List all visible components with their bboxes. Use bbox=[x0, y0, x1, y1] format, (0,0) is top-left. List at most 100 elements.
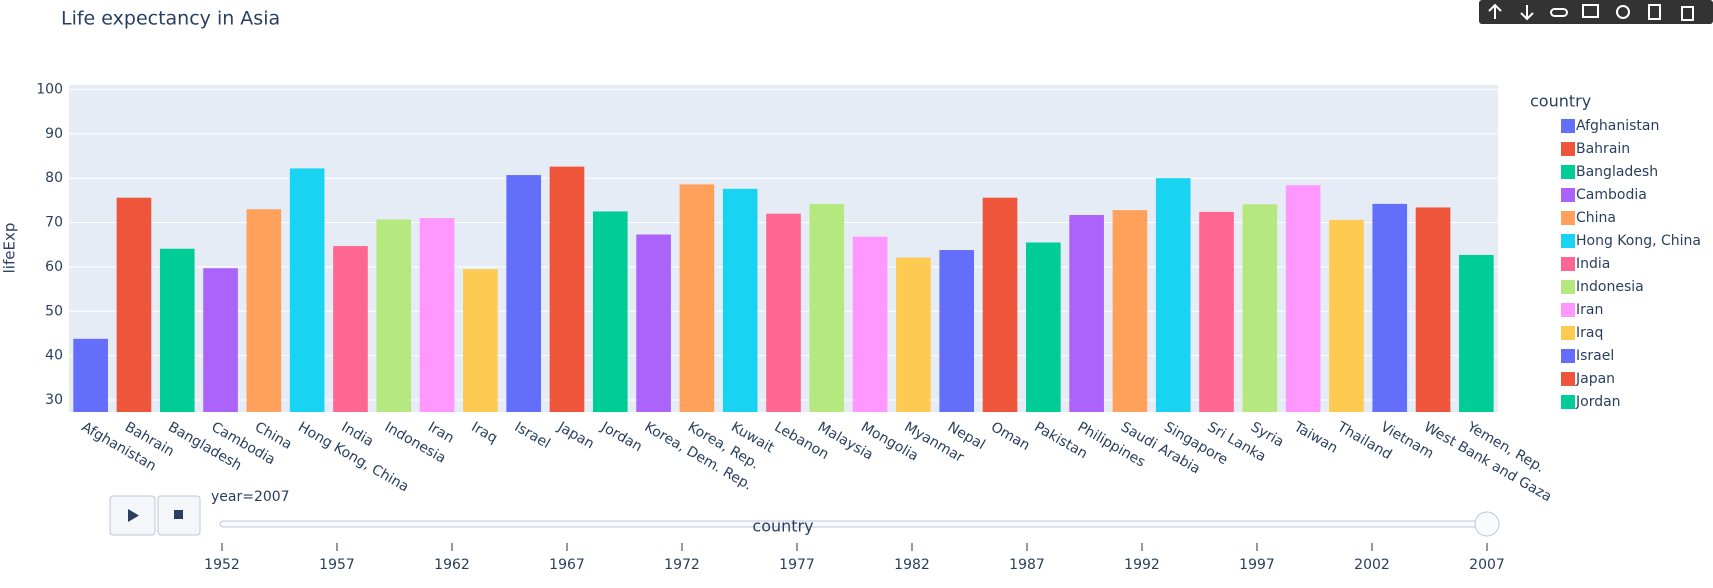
y-axis-title: lifeExp bbox=[1, 223, 19, 274]
bar[interactable] bbox=[1285, 185, 1321, 412]
bar[interactable] bbox=[592, 211, 628, 412]
legend-swatch[interactable] bbox=[1561, 303, 1575, 317]
slider-step-label[interactable]: 1962 bbox=[434, 557, 470, 573]
bar[interactable] bbox=[419, 218, 455, 412]
slider-step-label[interactable]: 1957 bbox=[319, 557, 355, 573]
bar[interactable] bbox=[896, 257, 931, 412]
bar[interactable] bbox=[1329, 219, 1364, 412]
slider-step-label[interactable]: 1982 bbox=[894, 557, 930, 573]
toolbar bbox=[1479, 0, 1713, 24]
bar[interactable] bbox=[203, 268, 238, 412]
legend-swatch[interactable] bbox=[1561, 395, 1575, 409]
y-tick-label: 30 bbox=[45, 392, 63, 408]
bar[interactable] bbox=[1459, 254, 1494, 412]
x-tick-label: Japan bbox=[554, 419, 597, 453]
bar[interactable] bbox=[463, 269, 498, 412]
x-tick-label: Iraq bbox=[468, 419, 500, 447]
legend-label: Iraq bbox=[1576, 325, 1603, 341]
y-tick-label: 60 bbox=[45, 259, 63, 275]
x-tick-label: Israel bbox=[512, 419, 553, 452]
slider-step-label[interactable]: 1992 bbox=[1124, 557, 1160, 573]
y-tick-label: 40 bbox=[45, 348, 63, 364]
legend-title: country bbox=[1530, 92, 1591, 111]
bar[interactable] bbox=[1025, 242, 1061, 412]
bar[interactable] bbox=[159, 248, 195, 412]
bar[interactable] bbox=[852, 236, 888, 412]
x-tick-label: Oman bbox=[988, 419, 1032, 454]
slider-step-label[interactable]: 2007 bbox=[1469, 557, 1505, 573]
legend-swatch[interactable] bbox=[1561, 188, 1575, 202]
bar[interactable] bbox=[1242, 204, 1278, 412]
bar[interactable] bbox=[1199, 211, 1234, 412]
icon[interactable] bbox=[1648, 4, 1661, 20]
legend-swatch[interactable] bbox=[1561, 372, 1575, 386]
y-tick-label: 70 bbox=[45, 215, 63, 231]
bar[interactable] bbox=[116, 197, 152, 412]
slider-step-label[interactable]: 1987 bbox=[1009, 557, 1045, 573]
toolbar-bg bbox=[1479, 0, 1713, 24]
icon[interactable] bbox=[1582, 4, 1599, 18]
legend-label: Bahrain bbox=[1576, 141, 1630, 157]
slider-step-label[interactable]: 1952 bbox=[204, 557, 240, 573]
bar[interactable] bbox=[376, 219, 412, 412]
bar[interactable] bbox=[636, 234, 671, 412]
legend-swatch[interactable] bbox=[1561, 119, 1575, 133]
slider-current-label: year=2007 bbox=[211, 489, 290, 505]
slider-step-label[interactable]: 1972 bbox=[664, 557, 700, 573]
slider-step-label[interactable]: 1967 bbox=[549, 557, 585, 573]
legend-label: Israel bbox=[1576, 348, 1614, 364]
legend-swatch[interactable] bbox=[1561, 257, 1575, 271]
bar[interactable] bbox=[722, 188, 758, 412]
bar[interactable] bbox=[246, 209, 282, 412]
bar[interactable] bbox=[1069, 215, 1104, 412]
bar[interactable] bbox=[333, 246, 368, 412]
icon[interactable] bbox=[1616, 5, 1630, 19]
bar[interactable] bbox=[1372, 203, 1408, 412]
legend-label: China bbox=[1576, 210, 1616, 226]
icon[interactable] bbox=[1488, 3, 1502, 19]
legend-label: Japan bbox=[1575, 371, 1615, 387]
y-tick-label: 50 bbox=[45, 303, 63, 319]
y-tick-label: 100 bbox=[36, 81, 63, 97]
legend-swatch[interactable] bbox=[1561, 165, 1575, 179]
bar[interactable] bbox=[1415, 207, 1451, 412]
legend-swatch[interactable] bbox=[1561, 234, 1575, 248]
play-icon bbox=[128, 509, 139, 522]
x-tick-label: Taiwan bbox=[1290, 419, 1340, 457]
legend-label: Bangladesh bbox=[1576, 164, 1658, 180]
bar[interactable] bbox=[939, 250, 975, 412]
bar[interactable] bbox=[1155, 178, 1191, 412]
x-axis-title: country bbox=[752, 517, 813, 536]
icon[interactable] bbox=[1520, 5, 1534, 21]
legend-label: Cambodia bbox=[1576, 187, 1647, 203]
bar[interactable] bbox=[1112, 210, 1148, 412]
y-tick-label: 80 bbox=[45, 170, 63, 186]
bar[interactable] bbox=[549, 166, 585, 412]
slider-step-label[interactable]: 2002 bbox=[1354, 557, 1390, 573]
chart-title: Life expectancy in Asia bbox=[61, 8, 280, 30]
bar[interactable] bbox=[982, 197, 1018, 412]
legend-swatch[interactable] bbox=[1561, 211, 1575, 225]
legend-swatch[interactable] bbox=[1561, 349, 1575, 363]
bar[interactable] bbox=[766, 213, 801, 412]
legend-label: Afghanistan bbox=[1576, 118, 1659, 134]
legend-swatch[interactable] bbox=[1561, 142, 1575, 156]
legend-label: Jordan bbox=[1575, 394, 1621, 410]
legend-label: Hong Kong, China bbox=[1576, 233, 1701, 249]
bar[interactable] bbox=[506, 175, 542, 412]
legend-swatch[interactable] bbox=[1561, 280, 1575, 294]
x-tick-label: Jordan bbox=[597, 419, 644, 456]
icon[interactable] bbox=[1681, 6, 1694, 21]
slider-step-label[interactable]: 1977 bbox=[779, 557, 815, 573]
bar[interactable] bbox=[809, 203, 845, 412]
slider-step-label[interactable]: 1997 bbox=[1239, 557, 1275, 573]
bar[interactable] bbox=[679, 184, 715, 412]
bar[interactable] bbox=[289, 168, 325, 412]
slider-knob[interactable] bbox=[1474, 511, 1500, 537]
bar[interactable] bbox=[73, 338, 108, 412]
icon[interactable] bbox=[1550, 8, 1568, 17]
legend-swatch[interactable] bbox=[1561, 326, 1575, 340]
stop-icon bbox=[174, 510, 183, 519]
